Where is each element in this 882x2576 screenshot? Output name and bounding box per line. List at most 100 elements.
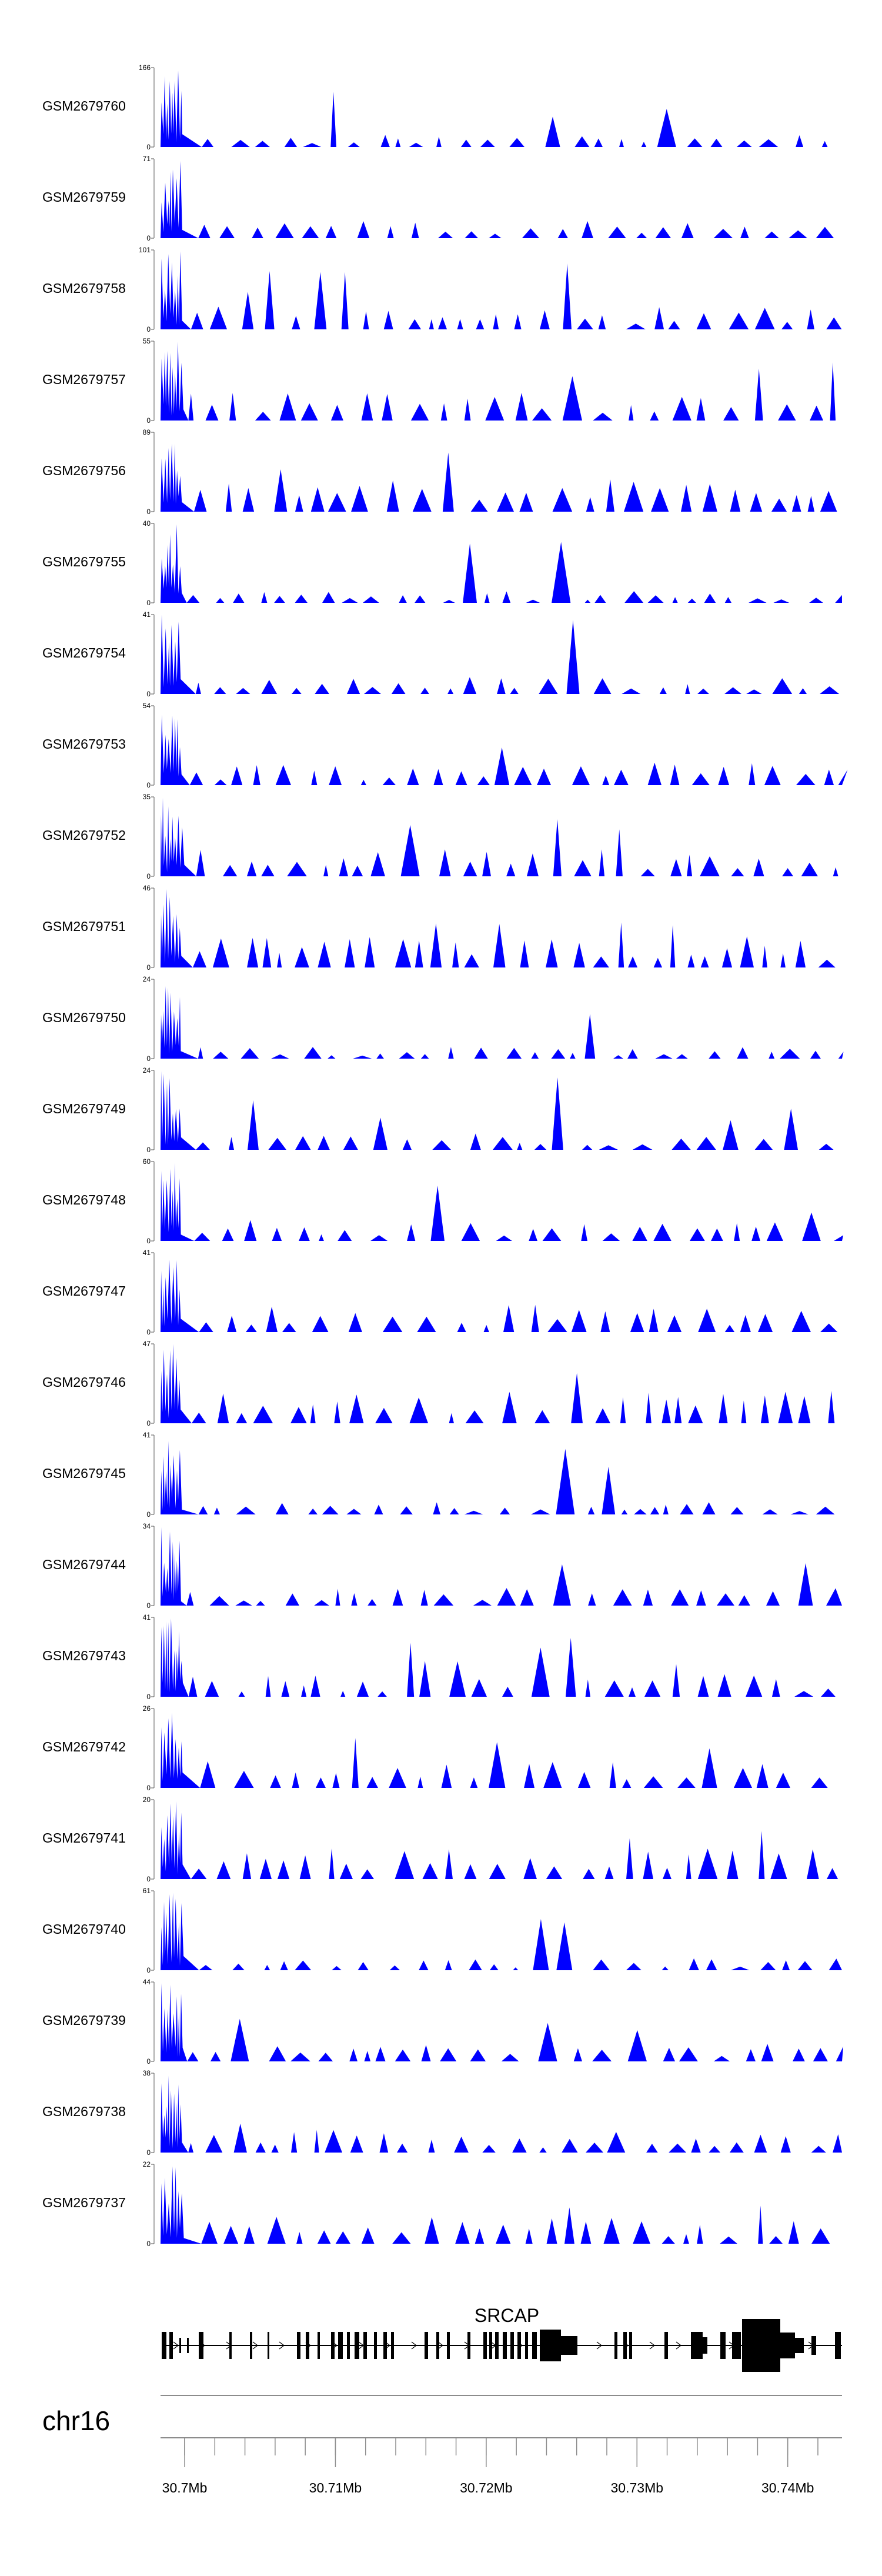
track-GSM2679740: GSM2679740 61 0 [42, 1887, 842, 1974]
coverage-area [161, 71, 842, 147]
gene-track: SRCAP [162, 2305, 842, 2372]
strand-arrow [676, 2341, 681, 2350]
gene-exon [268, 2332, 269, 2359]
y-max-label: 35 [143, 793, 151, 801]
y-max-label: 55 [143, 337, 151, 345]
y-min-label: 0 [146, 1966, 151, 1974]
gene-exon [510, 2332, 514, 2359]
gene-exon [795, 2338, 804, 2353]
track-GSM2679755: GSM2679755 40 0 [42, 519, 842, 607]
y-min-label: 0 [146, 690, 151, 698]
y-max-label: 54 [143, 702, 151, 710]
gene-exon [374, 2332, 377, 2359]
gene-exon [540, 2330, 561, 2361]
gene-exon [318, 2332, 320, 2359]
y-min-label: 0 [146, 1055, 151, 1063]
gene-exon [525, 2332, 528, 2359]
gene-exon [391, 2332, 394, 2359]
gene-exon [162, 2332, 166, 2359]
track-label: GSM2679737 [42, 2195, 126, 2210]
y-max-label: 20 [143, 1796, 151, 1804]
track-GSM2679743: GSM2679743 41 0 [42, 1613, 842, 1701]
gene-exon [835, 2332, 841, 2359]
gene-exon [664, 2332, 668, 2359]
strand-arrow [279, 2341, 285, 2350]
y-min-label: 0 [146, 1237, 151, 1245]
y-max-label: 40 [143, 519, 151, 528]
track-label: GSM2679757 [42, 372, 126, 387]
y-max-label: 41 [143, 1613, 151, 1621]
track-GSM2679757: GSM2679757 55 0 [42, 337, 842, 425]
track-label: GSM2679744 [42, 1557, 126, 1572]
track-label: GSM2679756 [42, 463, 126, 478]
y-min-label: 0 [146, 1875, 151, 1883]
coverage-area [161, 986, 844, 1059]
gene-exon [447, 2332, 450, 2359]
y-max-label: 38 [143, 2069, 151, 2077]
axis-tick-label: 30.71Mb [309, 2480, 362, 2495]
y-min-label: 0 [146, 325, 151, 333]
gene-exon [495, 2332, 499, 2359]
coverage-area [161, 1618, 842, 1697]
coverage-area [161, 1441, 842, 1514]
y-max-label: 47 [143, 1340, 151, 1348]
track-label: GSM2679754 [42, 645, 126, 660]
strand-arrow [596, 2341, 602, 2350]
gene-exon [187, 2338, 189, 2353]
y-max-label: 166 [139, 64, 151, 72]
gene-label: SRCAP [475, 2305, 539, 2326]
track-label: GSM2679753 [42, 736, 126, 752]
track-GSM2679738: GSM2679738 38 0 [42, 2069, 842, 2157]
track-label: GSM2679748 [42, 1192, 126, 1207]
coverage-area [161, 251, 842, 329]
gene-exon [347, 2332, 350, 2359]
track-GSM2679756: GSM2679756 89 0 [42, 428, 842, 516]
y-min-label: 0 [146, 2148, 151, 2157]
gene-exon [199, 2332, 203, 2359]
coverage-area [161, 615, 842, 694]
y-min-label: 0 [146, 963, 151, 972]
coverage-area [161, 1801, 842, 1879]
genome-axis: chr16 30.7Mb 30.71Mb 30.72Mb 30.73Mb 30.74Mb [42, 2395, 842, 2495]
gene-exon [732, 2332, 741, 2359]
gene-exon [338, 2332, 343, 2359]
track-GSM2679746: GSM2679746 47 0 [42, 1340, 842, 1427]
y-min-label: 0 [146, 1693, 151, 1701]
y-max-label: 44 [143, 1978, 151, 1986]
y-min-label: 0 [146, 781, 151, 789]
coverage-area [161, 798, 842, 876]
y-min-label: 0 [146, 416, 151, 425]
y-max-label: 41 [143, 610, 151, 619]
track-label: GSM2679758 [42, 281, 126, 296]
gene-exon [383, 2332, 387, 2359]
track-GSM2679751: GSM2679751 46 0 [42, 884, 842, 972]
gene-exon [483, 2332, 487, 2359]
gene-exon [720, 2332, 726, 2359]
gene-exon [517, 2332, 521, 2359]
strand-arrow [173, 2341, 179, 2350]
y-min-label: 0 [146, 234, 151, 242]
y-min-label: 0 [146, 2057, 151, 2066]
gene-exon [561, 2336, 577, 2355]
track-label: GSM2679743 [42, 1648, 126, 1663]
track-GSM2679739: GSM2679739 44 0 [42, 1978, 844, 2066]
axis-tick-label: 30.72Mb [460, 2480, 513, 2495]
gene-exon [436, 2332, 439, 2359]
coverage-area [161, 1163, 844, 1241]
track-label: GSM2679747 [42, 1283, 126, 1299]
coverage-area [161, 2166, 842, 2244]
coverage-area [161, 1527, 842, 1606]
coverage-area [161, 2076, 842, 2153]
strand-arrow [437, 2341, 443, 2350]
gene-exon [467, 2332, 470, 2359]
track-label: GSM2679759 [42, 189, 126, 205]
y-min-label: 0 [146, 1146, 151, 1154]
track-label: GSM2679751 [42, 919, 126, 934]
gene-exon [425, 2332, 428, 2359]
y-min-label: 0 [146, 1784, 151, 1792]
gene-exon [811, 2336, 816, 2355]
y-min-label: 0 [146, 1419, 151, 1427]
track-GSM2679754: GSM2679754 41 0 [42, 610, 842, 698]
track-GSM2679741: GSM2679741 20 0 [42, 1796, 842, 1883]
